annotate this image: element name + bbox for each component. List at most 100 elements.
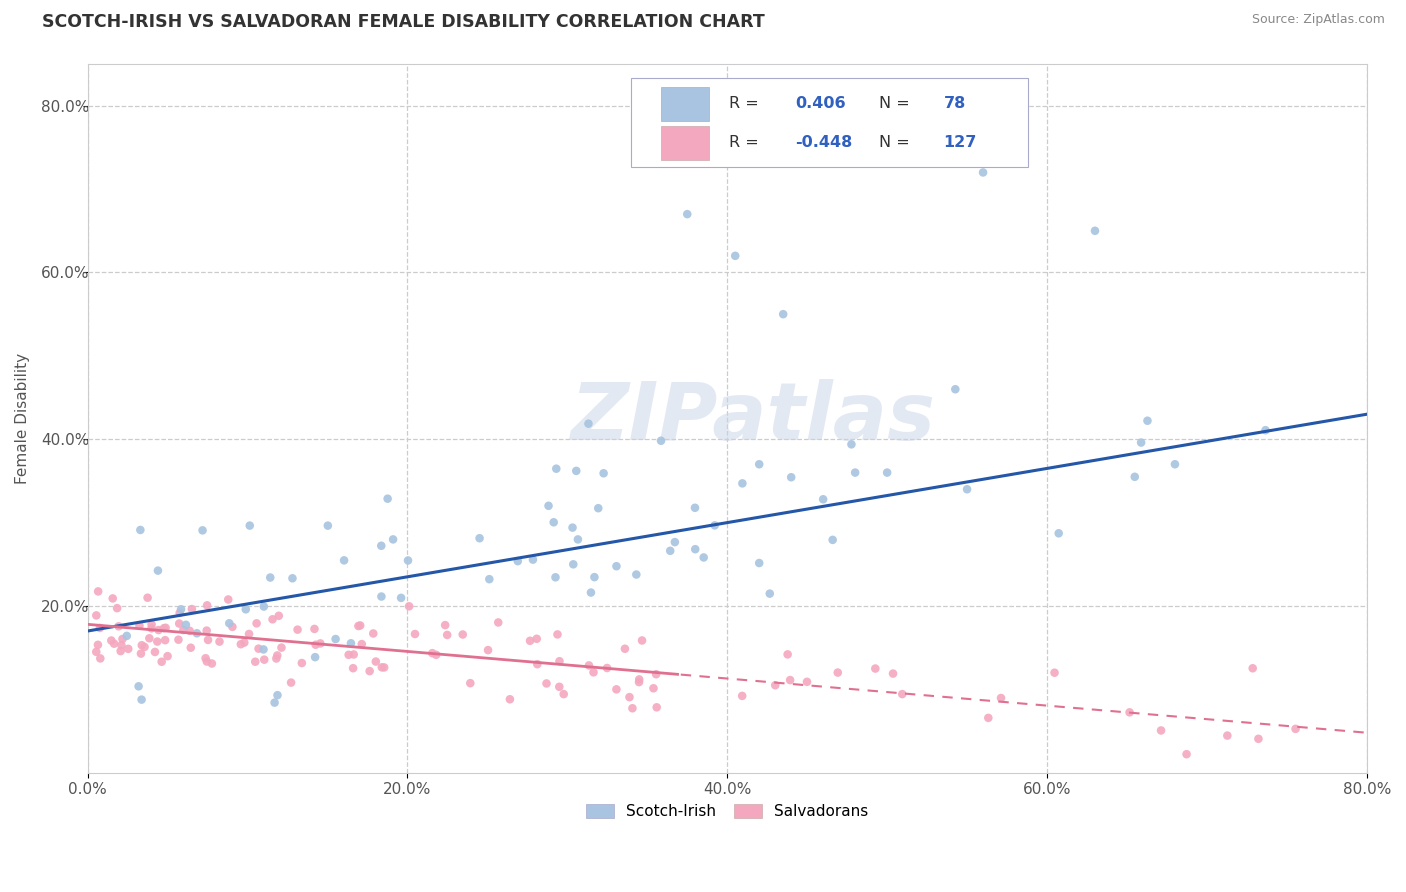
FancyBboxPatch shape	[661, 87, 709, 120]
Point	[370, 539, 392, 553]
Point	[143, 645, 166, 659]
Point	[235, 602, 257, 616]
Point	[129, 647, 152, 661]
Point	[245, 655, 267, 669]
Point	[865, 662, 887, 676]
Text: 127: 127	[943, 136, 977, 151]
Point	[841, 437, 863, 451]
Point	[1164, 457, 1187, 471]
Point	[291, 656, 314, 670]
Point	[621, 701, 644, 715]
Point	[245, 616, 267, 631]
Point	[763, 678, 786, 692]
Point	[141, 617, 163, 632]
Point	[129, 523, 152, 537]
Point	[821, 533, 844, 547]
Point	[221, 620, 243, 634]
Point	[827, 665, 849, 680]
Point	[131, 692, 153, 706]
Point	[110, 644, 132, 658]
Point	[305, 638, 328, 652]
Point	[194, 651, 217, 665]
Point	[138, 632, 160, 646]
Point	[350, 637, 373, 651]
Point	[972, 165, 994, 179]
Point	[434, 618, 457, 632]
Point	[544, 570, 567, 584]
Point	[1247, 731, 1270, 746]
Point	[172, 623, 194, 637]
Point	[342, 661, 364, 675]
Point	[519, 633, 541, 648]
Point	[325, 632, 347, 646]
Point	[340, 636, 363, 650]
Point	[167, 616, 190, 631]
Point	[208, 634, 231, 648]
FancyBboxPatch shape	[631, 78, 1028, 167]
Point	[398, 599, 420, 614]
Point	[692, 550, 714, 565]
Point	[304, 650, 326, 665]
Point	[758, 586, 780, 600]
Point	[776, 648, 799, 662]
Point	[89, 651, 111, 665]
Point	[499, 692, 522, 706]
Point	[89, 621, 111, 635]
Point	[180, 640, 202, 655]
Point	[131, 638, 153, 652]
Point	[111, 632, 134, 646]
Point	[105, 601, 128, 615]
Point	[259, 570, 281, 584]
Point	[146, 634, 169, 648]
Point	[567, 533, 589, 547]
Point	[596, 661, 619, 675]
Point	[201, 657, 224, 671]
Point	[1043, 665, 1066, 680]
Point	[796, 674, 818, 689]
Point	[100, 633, 122, 648]
Point	[195, 624, 218, 638]
Point	[1150, 723, 1173, 738]
Point	[1084, 224, 1107, 238]
Point	[458, 676, 481, 690]
FancyBboxPatch shape	[661, 126, 709, 160]
Point	[526, 632, 548, 646]
Y-axis label: Female Disability: Female Disability	[15, 353, 30, 484]
Point	[548, 654, 571, 668]
Point	[229, 637, 252, 651]
Point	[87, 584, 110, 599]
Point	[304, 622, 326, 636]
Point	[664, 535, 686, 549]
Point	[128, 618, 150, 632]
Point	[252, 642, 274, 657]
Point	[153, 633, 176, 648]
Point	[153, 621, 176, 635]
Text: N =: N =	[879, 96, 915, 112]
Point	[451, 627, 474, 641]
Point	[486, 615, 509, 630]
Point	[643, 681, 665, 696]
Legend: Scotch-Irish, Salvadorans: Scotch-Irish, Salvadorans	[581, 798, 875, 825]
Point	[146, 564, 169, 578]
Point	[136, 591, 159, 605]
Point	[650, 434, 672, 448]
Point	[195, 655, 218, 669]
Point	[477, 643, 499, 657]
Point	[703, 518, 725, 533]
Point	[1284, 722, 1306, 736]
Point	[263, 696, 285, 710]
Text: SCOTCH-IRISH VS SALVADORAN FEMALE DISABILITY CORRELATION CHART: SCOTCH-IRISH VS SALVADORAN FEMALE DISABI…	[42, 13, 765, 31]
Point	[218, 616, 240, 631]
Point	[547, 627, 569, 641]
Point	[1123, 470, 1146, 484]
Text: -0.448: -0.448	[794, 136, 852, 151]
Point	[561, 520, 583, 534]
Point	[253, 653, 276, 667]
Point	[343, 648, 366, 662]
Point	[266, 688, 288, 702]
Point	[309, 636, 332, 650]
Point	[179, 624, 201, 638]
Point	[180, 602, 202, 616]
Point	[359, 664, 381, 678]
Point	[548, 680, 571, 694]
